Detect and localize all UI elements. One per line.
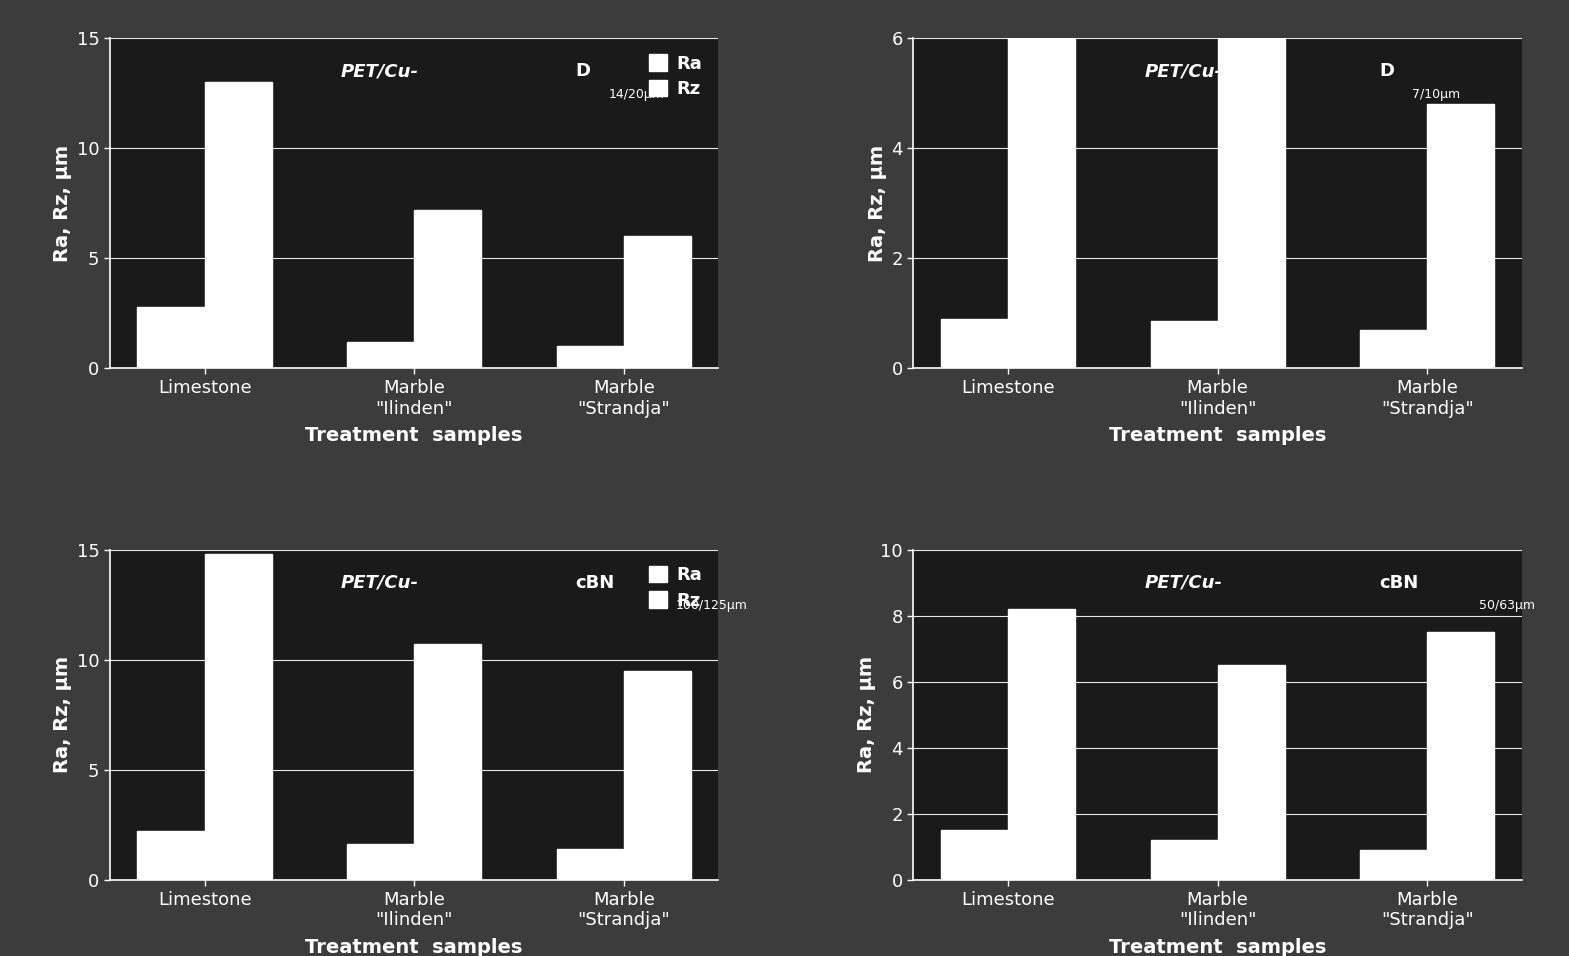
Bar	[941, 318, 1007, 368]
Text: 14/20μm: 14/20μm	[609, 88, 665, 100]
Bar	[1218, 27, 1285, 368]
Bar	[941, 830, 1007, 880]
Text: PET/Cu-: PET/Cu-	[1144, 62, 1222, 80]
Bar	[624, 236, 690, 368]
Bar	[1007, 609, 1075, 880]
X-axis label: Treatment  samples: Treatment samples	[1109, 426, 1326, 445]
Text: 7/10μm: 7/10μm	[1412, 88, 1461, 100]
X-axis label: Treatment  samples: Treatment samples	[306, 426, 522, 445]
X-axis label: Treatment  samples: Treatment samples	[306, 938, 522, 956]
Text: PET/Cu-: PET/Cu-	[340, 574, 419, 592]
Bar	[347, 341, 414, 368]
Text: cBN: cBN	[1379, 574, 1418, 592]
Y-axis label: Ra, Rz, μm: Ra, Rz, μm	[868, 144, 886, 262]
Bar	[414, 209, 482, 368]
Bar	[204, 554, 271, 880]
Bar	[1360, 850, 1428, 880]
Text: cBN: cBN	[576, 574, 615, 592]
Bar	[1428, 104, 1494, 368]
Text: 50/63μm: 50/63μm	[1480, 599, 1536, 612]
Bar	[557, 849, 624, 880]
Text: PET/Cu-: PET/Cu-	[1144, 574, 1222, 592]
Text: D: D	[576, 62, 590, 80]
Text: 100/125μm: 100/125μm	[676, 599, 748, 612]
Text: PET/Cu-: PET/Cu-	[340, 62, 419, 80]
Bar	[204, 82, 271, 368]
Y-axis label: Ra, Rz, μm: Ra, Rz, μm	[857, 656, 876, 773]
Y-axis label: Ra, Rz, μm: Ra, Rz, μm	[53, 656, 72, 773]
Bar	[1150, 321, 1218, 368]
Bar	[1360, 330, 1428, 368]
Bar	[624, 670, 690, 880]
Y-axis label: Ra, Rz, μm: Ra, Rz, μm	[53, 144, 72, 262]
Bar	[347, 844, 414, 880]
Bar	[1428, 632, 1494, 880]
Text: D: D	[1379, 62, 1393, 80]
Bar	[138, 307, 204, 368]
Legend: Ra, Rz: Ra, Rz	[642, 47, 709, 105]
Legend: Ra, Rz: Ra, Rz	[642, 558, 709, 617]
Bar	[414, 644, 482, 880]
Bar	[138, 831, 204, 880]
Bar	[557, 346, 624, 368]
Bar	[1218, 665, 1285, 880]
Bar	[1150, 840, 1218, 880]
Bar	[1007, 38, 1075, 368]
X-axis label: Treatment  samples: Treatment samples	[1109, 938, 1326, 956]
